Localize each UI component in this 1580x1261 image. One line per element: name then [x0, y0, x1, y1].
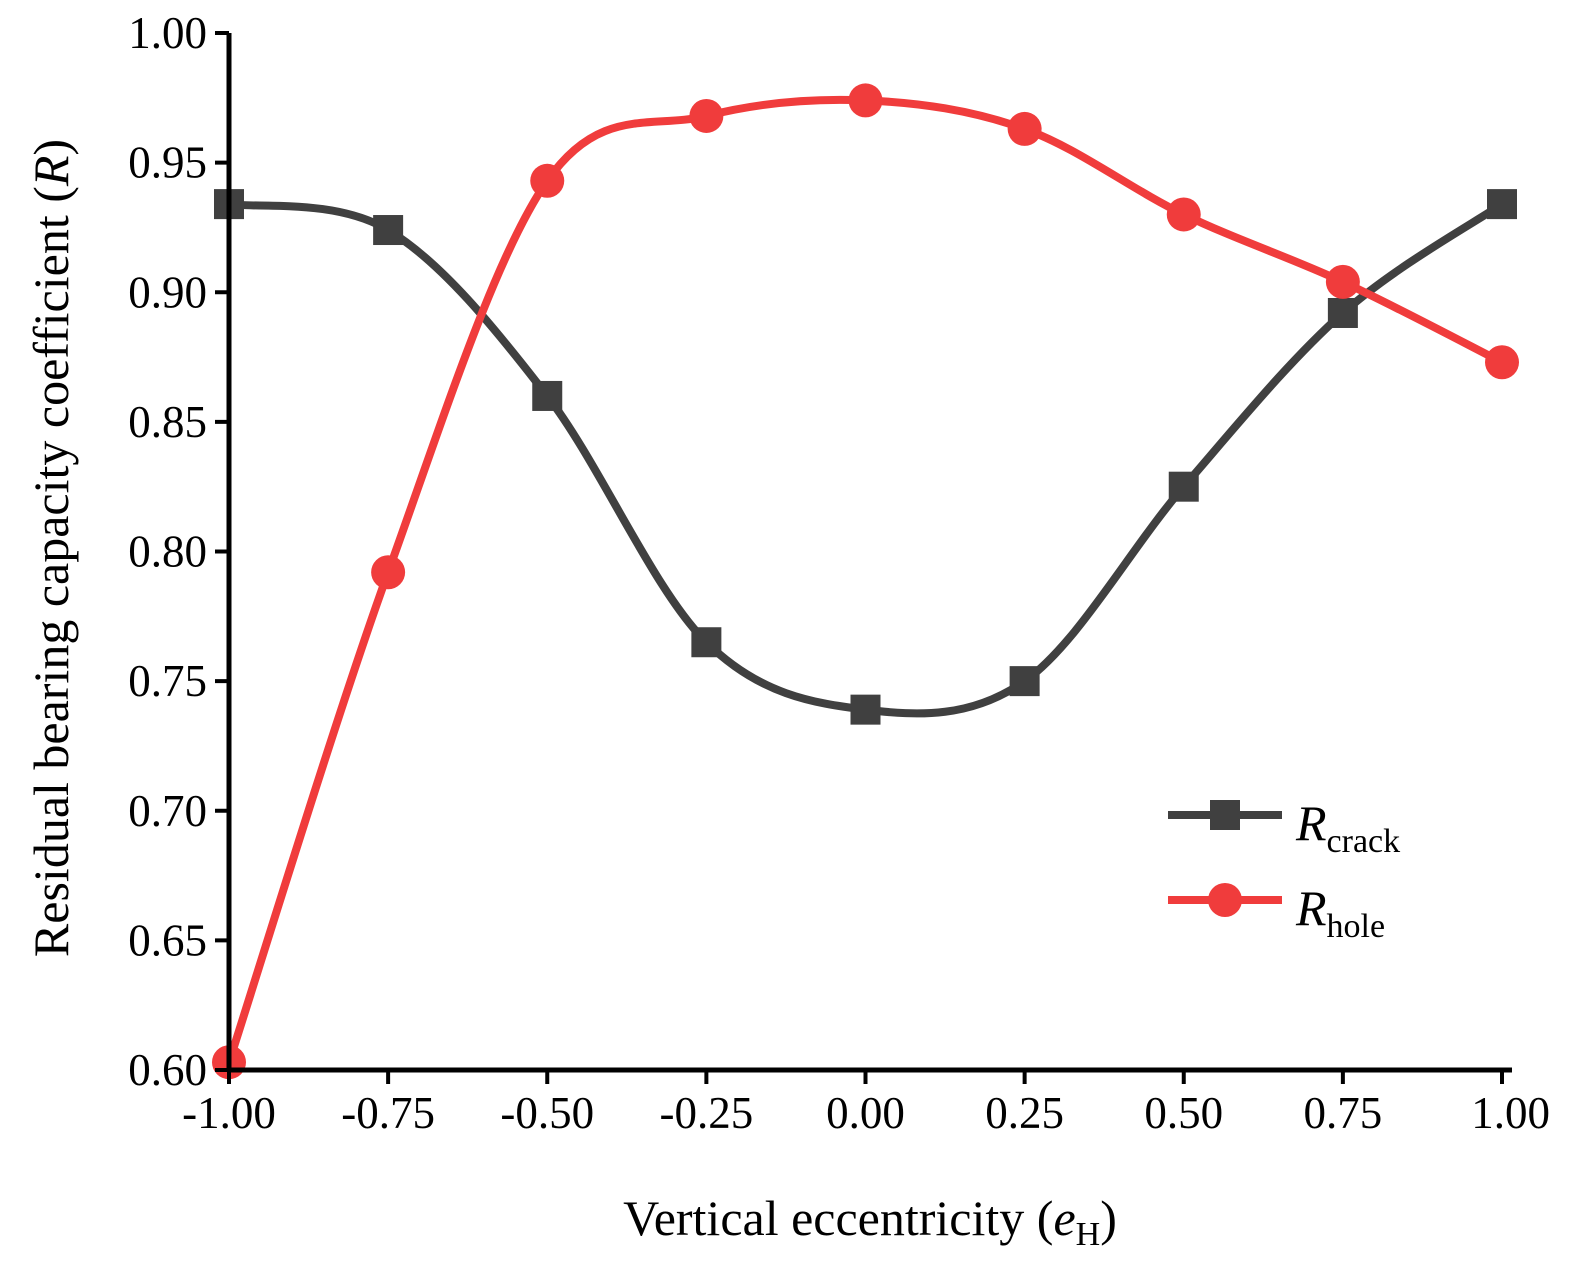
series-layer	[212, 83, 1519, 1080]
y-tick-label: 1.00	[128, 8, 207, 58]
data-point-R_hole	[1007, 111, 1042, 146]
data-point-R_crack	[1487, 189, 1517, 220]
x-tick-label: -1.00	[182, 1088, 276, 1138]
data-point-R_hole	[1166, 197, 1201, 232]
legend: Rcrack Rhole	[1168, 795, 1400, 945]
legend-entry-hole: Rhole	[1168, 880, 1385, 945]
data-point-R_crack	[373, 215, 404, 246]
data-point-R_crack	[532, 380, 563, 411]
x-tick-label: 0.00	[826, 1088, 905, 1138]
ticks: 0.60 0.65 0.70 0.75 0.80 0.85 0.90 0.95 1.00 -1.0…	[128, 8, 1550, 1138]
x-tick-label: 0.25	[985, 1088, 1064, 1138]
legend-label-hole-sub: hole	[1327, 908, 1386, 945]
x-axis-title: Vertical eccentricity (eH)	[623, 1190, 1117, 1253]
y-tick-label: 0.65	[128, 915, 207, 965]
data-point-R_hole	[530, 163, 565, 198]
data-point-R_hole	[371, 555, 406, 590]
y-tick-label: 0.60	[128, 1045, 207, 1095]
y-tick-label: 0.80	[128, 527, 207, 577]
series-line-R_crack	[228, 200, 1505, 718]
x-tick-label: -0.50	[500, 1088, 594, 1138]
x-tick-label: -0.25	[660, 1088, 754, 1138]
series-R_crack	[214, 189, 1517, 725]
x-axis-title-main: Vertical eccentricity (	[623, 1190, 1053, 1246]
x-tick-label: -0.75	[341, 1088, 435, 1138]
x-axis-title-close: )	[1100, 1190, 1117, 1246]
data-point-R_hole	[689, 98, 724, 133]
legend-marker-hole	[1208, 883, 1242, 917]
x-tick-label: 0.50	[1144, 1088, 1223, 1138]
data-point-R_crack	[1168, 471, 1199, 502]
legend-label-crack-sub: crack	[1327, 823, 1401, 860]
y-axis-title-main: Residual bearing capacity coefficient (	[23, 186, 79, 957]
y-tick-label: 0.70	[128, 786, 207, 836]
data-point-R_hole	[1325, 264, 1360, 299]
data-point-R_crack	[691, 627, 722, 658]
y-tick-label: 0.95	[128, 138, 207, 188]
x-axis-title-sub: H	[1076, 1216, 1101, 1253]
x-tick-label: 0.75	[1304, 1088, 1383, 1138]
data-point-R_hole	[1485, 345, 1519, 380]
y-tick-label: 0.90	[128, 267, 207, 317]
x-tick-label: 1.00	[1471, 1088, 1550, 1138]
x-axis-title-var: e	[1053, 1190, 1075, 1246]
data-point-R_hole	[848, 83, 883, 118]
legend-label-hole-main: R	[1295, 880, 1327, 936]
y-tick-label: 0.75	[128, 656, 207, 706]
data-point-R_crack	[850, 694, 881, 725]
legend-label-crack-main: R	[1295, 795, 1327, 851]
y-axis-title: Residual bearing capacity coefficient (R…	[23, 139, 79, 957]
y-tick-label: 0.85	[128, 397, 207, 447]
legend-entry-crack: Rcrack	[1168, 795, 1400, 860]
legend-label-crack: Rcrack	[1295, 795, 1400, 860]
data-point-R_crack	[1327, 297, 1358, 328]
y-axis-title-var: R	[23, 156, 79, 188]
legend-marker-crack	[1210, 800, 1240, 830]
data-point-R_crack	[1009, 666, 1040, 697]
legend-label-hole: Rhole	[1295, 880, 1385, 945]
y-axis-title-close: )	[23, 139, 79, 156]
